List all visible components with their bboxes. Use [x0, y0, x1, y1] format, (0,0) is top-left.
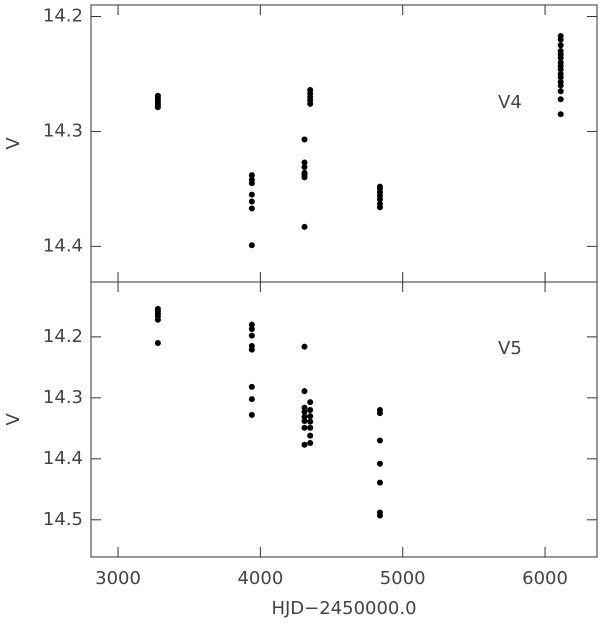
data-point — [301, 159, 308, 166]
data-point — [248, 180, 255, 187]
y-axis-label: V — [3, 137, 24, 150]
data-point — [376, 479, 383, 486]
x-tick-label: 6000 — [522, 568, 568, 589]
data-point — [301, 441, 308, 448]
x-axis-label: HJD−2450000.0 — [271, 598, 416, 619]
panel-frame — [90, 281, 598, 558]
y-tick-label: 14.2 — [43, 5, 83, 26]
annotation: V4 — [498, 92, 522, 113]
data-point — [248, 383, 255, 390]
data-point — [248, 325, 255, 332]
data-point — [307, 100, 314, 107]
data-point — [248, 172, 255, 179]
data-point — [557, 36, 564, 43]
y-tick-label: 14.3 — [43, 120, 83, 141]
data-point — [376, 460, 383, 467]
data-point — [557, 88, 564, 95]
data-point — [557, 74, 564, 81]
data-point — [307, 439, 314, 446]
data-point — [376, 410, 383, 417]
data-point — [248, 411, 255, 418]
data-point — [301, 223, 308, 230]
data-point — [307, 413, 314, 420]
data-point — [248, 242, 255, 249]
data-point — [307, 407, 314, 414]
data-point — [557, 54, 564, 61]
data-point — [301, 164, 308, 171]
data-point — [301, 388, 308, 395]
data-point — [301, 174, 308, 181]
data-point — [557, 66, 564, 73]
y-tick-label: 14.3 — [43, 387, 83, 408]
data-point — [154, 316, 161, 323]
y-tick-label: 14.4 — [43, 235, 83, 256]
data-point — [376, 204, 383, 211]
data-point — [154, 104, 161, 111]
y-tick-label: 14.5 — [43, 509, 83, 530]
data-point — [248, 332, 255, 339]
data-point — [301, 343, 308, 350]
data-point — [248, 321, 255, 328]
y-tick-label: 14.4 — [43, 448, 83, 469]
data-point — [307, 418, 314, 425]
data-point — [307, 424, 314, 431]
data-point — [248, 396, 255, 403]
data-point — [307, 399, 314, 406]
data-point — [557, 42, 564, 49]
x-tick-label: 5000 — [380, 568, 426, 589]
data-point — [248, 346, 255, 353]
data-point — [301, 413, 308, 420]
data-point — [248, 198, 255, 205]
x-tick-label: 3000 — [95, 568, 141, 589]
panel-frame — [90, 4, 598, 283]
data-point — [154, 339, 161, 346]
data-point — [376, 437, 383, 444]
data-point — [301, 404, 308, 411]
annotation: V5 — [498, 338, 522, 359]
x-tick-label: 4000 — [237, 568, 283, 589]
data-point — [557, 111, 564, 118]
data-point — [307, 432, 314, 439]
data-point — [248, 191, 255, 198]
data-point — [301, 408, 308, 415]
y-axis-label: V — [3, 413, 24, 426]
data-point — [301, 424, 308, 431]
data-point — [557, 82, 564, 89]
data-point — [376, 512, 383, 519]
data-point — [557, 96, 564, 103]
y-tick-label: 14.2 — [43, 326, 83, 347]
data-point — [301, 136, 308, 143]
data-point — [301, 418, 308, 425]
data-point — [248, 205, 255, 212]
data-point — [376, 196, 383, 203]
